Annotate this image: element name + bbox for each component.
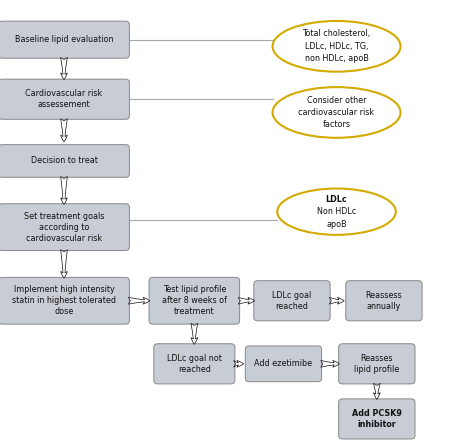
Text: Implement high intensity
statin in highest tolerated
dose: Implement high intensity statin in highe… [12, 285, 116, 316]
FancyBboxPatch shape [0, 145, 129, 177]
Text: LDLc, HDLc, TG,: LDLc, HDLc, TG, [305, 42, 368, 51]
FancyBboxPatch shape [254, 280, 330, 321]
Text: cardiovascular risk: cardiovascular risk [299, 108, 374, 117]
Text: Set treatment goals
according to
cardiovascular risk: Set treatment goals according to cardiov… [24, 212, 104, 243]
Ellipse shape [277, 188, 396, 235]
FancyBboxPatch shape [346, 280, 422, 321]
Text: Cardiovascular risk
assessement: Cardiovascular risk assessement [26, 89, 102, 109]
Text: Reassess
annually: Reassess annually [365, 291, 402, 311]
Text: non HDLc, apoB: non HDLc, apoB [305, 54, 368, 63]
Text: Test lipid profile
after 8 weeks of
treatment: Test lipid profile after 8 weeks of trea… [162, 285, 227, 316]
Text: Consider other: Consider other [307, 96, 366, 105]
Text: apoB: apoB [326, 220, 347, 228]
Text: Add ezetimibe: Add ezetimibe [255, 359, 312, 368]
FancyBboxPatch shape [338, 399, 415, 439]
FancyBboxPatch shape [0, 79, 129, 119]
FancyBboxPatch shape [154, 344, 235, 384]
Text: Baseline lipid evaluation: Baseline lipid evaluation [15, 35, 113, 44]
Text: Decision to treat: Decision to treat [30, 157, 98, 165]
Text: LDLc goal
reached: LDLc goal reached [273, 291, 311, 311]
FancyBboxPatch shape [0, 204, 129, 250]
FancyBboxPatch shape [149, 277, 240, 324]
FancyBboxPatch shape [0, 21, 129, 58]
Ellipse shape [273, 87, 401, 138]
FancyBboxPatch shape [338, 344, 415, 384]
Text: LDLc goal not
reached: LDLc goal not reached [167, 354, 222, 374]
FancyBboxPatch shape [246, 346, 321, 382]
Ellipse shape [273, 21, 401, 71]
Text: Non HDLc: Non HDLc [317, 207, 356, 216]
Text: Reasses
lipid profile: Reasses lipid profile [354, 354, 400, 374]
Text: LDLc: LDLc [326, 195, 347, 204]
Text: factors: factors [322, 120, 351, 129]
Text: Total cholesterol,: Total cholesterol, [302, 30, 371, 38]
FancyBboxPatch shape [0, 277, 129, 324]
Text: Add PCSK9
inhibitor: Add PCSK9 inhibitor [352, 409, 402, 429]
